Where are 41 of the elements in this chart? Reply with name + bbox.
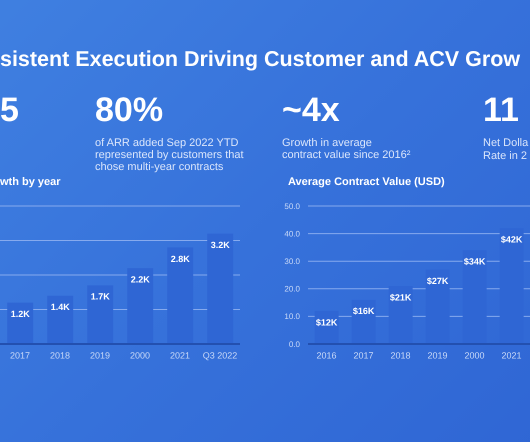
- y-tick-label: 50.0: [284, 202, 301, 211]
- data-label: 2.8K: [170, 254, 190, 264]
- chart-title: Average Contract Value (USD): [288, 176, 446, 190]
- y-tick-label: 10.0: [284, 312, 301, 322]
- text: of ARR added Sep 2022 YTD represented by customers that chose multi-year contracts: [95, 137, 245, 174]
- text: 5: [0, 91, 19, 130]
- data-label: $21K: [390, 292, 412, 302]
- y-tick-label: 40.0: [284, 229, 301, 238]
- x-tick-label: 2017: [10, 350, 30, 360]
- y-tick-label: 30.0: [284, 257, 301, 266]
- data-label: 2.2K: [130, 274, 150, 284]
- y-tick-label: 0.0: [288, 340, 301, 349]
- data-label: 1.7K: [90, 292, 110, 302]
- text: 80%: [95, 91, 164, 130]
- data-label: 3.2K: [210, 240, 230, 250]
- x-tick-label: 2019: [90, 350, 110, 360]
- data-label: $16K: [352, 306, 375, 316]
- data-label: $12K: [316, 317, 338, 328]
- x-tick-label: 2021: [501, 350, 522, 360]
- data-label: $42K: [500, 234, 523, 244]
- x-tick-label: 2021: [170, 350, 190, 360]
- data-label: $34K: [464, 256, 486, 267]
- y-tick-label: 20.0: [284, 284, 301, 294]
- x-tick-label: 2016: [316, 350, 337, 360]
- data-label: 1.4K: [50, 302, 70, 312]
- x-tick-label: 2000: [130, 350, 150, 360]
- chart-title: wth by year: [0, 176, 62, 190]
- x-tick-label: Q3 2022: [202, 350, 238, 360]
- x-tick-label: 2017: [353, 350, 374, 360]
- x-tick-label: 2000: [464, 350, 485, 360]
- x-tick-label: 2018: [390, 350, 411, 360]
- data-label: 1.2K: [10, 308, 30, 319]
- text: Net Dolla: [483, 137, 528, 150]
- data-label: $27K: [426, 276, 449, 286]
- text: Rate in 2: [483, 150, 528, 162]
- text: sistent Execution Driving Customer and ACV Grow: [0, 47, 520, 72]
- text: 11: [483, 91, 519, 130]
- text: Growth in average contract value since 2016²: [282, 137, 412, 162]
- x-tick-label: 2018: [50, 350, 70, 360]
- x-tick-label: 2019: [427, 350, 448, 360]
- text: ~4x: [282, 91, 340, 130]
